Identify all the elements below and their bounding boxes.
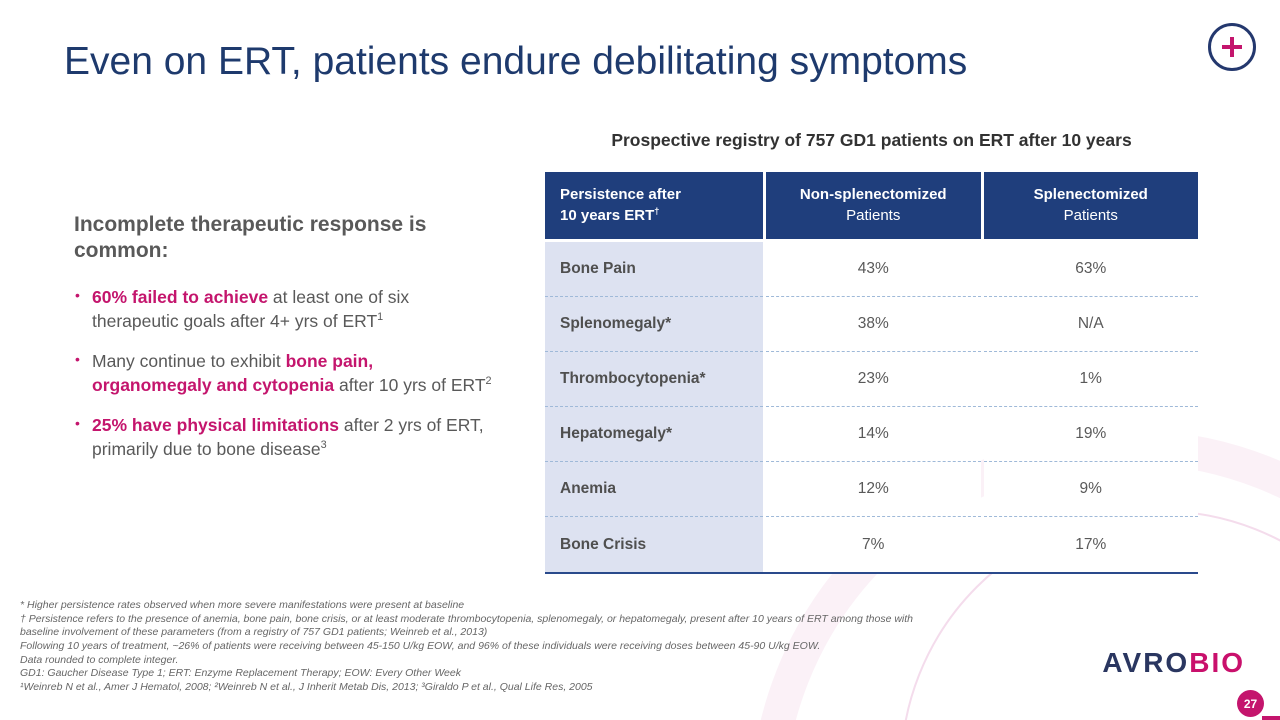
row-value-splenectomized: 63% (983, 242, 1198, 297)
row-label: Bone Crisis (545, 517, 763, 572)
bullet-item: 60% failed to achieve at least one of si… (74, 285, 492, 333)
footnote-line: * Higher persistence rates observed when… (20, 599, 465, 611)
footnote-line: † Persistence refers to the presence of … (20, 612, 913, 639)
row-value-non-splenectomized: 7% (766, 517, 981, 572)
footnote-line: Data rounded to complete integer. (20, 653, 179, 666)
table-row: Anemia 12% 9% (545, 462, 1198, 517)
bullet-list: 60% failed to achieve at least one of si… (74, 285, 506, 462)
table-header-row: Persistence after 10 years ERT† Non-sple… (545, 172, 1198, 242)
plus-icon-bar (1230, 37, 1234, 57)
page-number-badge: 27 (1237, 690, 1264, 717)
row-value-splenectomized: 17% (983, 517, 1198, 572)
row-value-splenectomized: 9% (983, 462, 1198, 517)
row-label: Bone Pain (545, 242, 763, 297)
row-value-non-splenectomized: 38% (766, 297, 981, 352)
row-label: Anemia (545, 462, 763, 517)
header-persistence: Persistence after 10 years ERT† (545, 172, 763, 242)
bullet-text: 60% failed to achieve at least one of si… (92, 286, 410, 331)
header-non-splenectomized: Non-splenectomized Patients (766, 172, 981, 242)
logo-suffix: BIO (1189, 647, 1245, 678)
table-row: Bone Crisis 7% 17% (545, 517, 1198, 572)
row-value-non-splenectomized: 43% (766, 242, 981, 297)
table-row: Splenomegaly* 38% N/A (545, 297, 1198, 352)
footnote-line: Following 10 years of treatment, ~26% of… (20, 639, 821, 652)
row-value-splenectomized: 1% (983, 352, 1198, 407)
section-heading: Incomplete therapeutic response is commo… (74, 213, 427, 263)
logo-prefix: AVRO (1102, 647, 1190, 678)
row-label: Splenomegaly* (545, 297, 763, 352)
row-value-non-splenectomized: 12% (766, 462, 981, 517)
registry-table: Persistence after 10 years ERT† Non-sple… (545, 172, 1198, 574)
table-row: Bone Pain 43% 63% (545, 242, 1198, 297)
bullet-item: 25% have physical limitations after 2 yr… (74, 413, 492, 461)
row-label: Thrombocytopenia* (545, 352, 763, 407)
table-row: Thrombocytopenia* 23% 1% (545, 352, 1198, 407)
bullet-icon (75, 286, 80, 305)
bullet-item: Many continue to exhibit bone pain, orga… (74, 349, 492, 397)
bullet-text: Many continue to exhibit bone pain, orga… (92, 350, 492, 395)
row-value-splenectomized: N/A (983, 297, 1198, 352)
row-label: Hepatomegaly* (545, 407, 763, 462)
avrobio-logo: AVROBIO (1102, 647, 1245, 679)
bullet-icon (75, 414, 80, 433)
table-caption: Prospective registry of 757 GD1 patients… (611, 130, 1132, 150)
footnote-line: GD1: Gaucher Disease Type 1; ERT: Enzyme… (20, 667, 461, 680)
header-splenectomized: Splenectomized Patients (983, 172, 1198, 242)
row-value-splenectomized: 19% (983, 407, 1198, 462)
bullet-text: 25% have physical limitations after 2 yr… (92, 415, 484, 460)
row-value-non-splenectomized: 14% (766, 407, 981, 462)
row-value-non-splenectomized: 23% (766, 352, 981, 407)
footnotes: * Higher persistence rates observed when… (20, 599, 948, 694)
table-row: Hepatomegaly* 14% 19% (545, 407, 1198, 462)
key-points-panel: Incomplete therapeutic response is commo… (74, 212, 506, 477)
bullet-icon (75, 350, 80, 369)
page-title: Even on ERT, patients endure debilitatin… (64, 40, 968, 83)
footnote-line: ¹Weinreb N et al., Amer J Hematol, 2008;… (20, 680, 593, 693)
edge-accent-strip (1262, 716, 1280, 720)
plus-icon (1208, 23, 1256, 71)
